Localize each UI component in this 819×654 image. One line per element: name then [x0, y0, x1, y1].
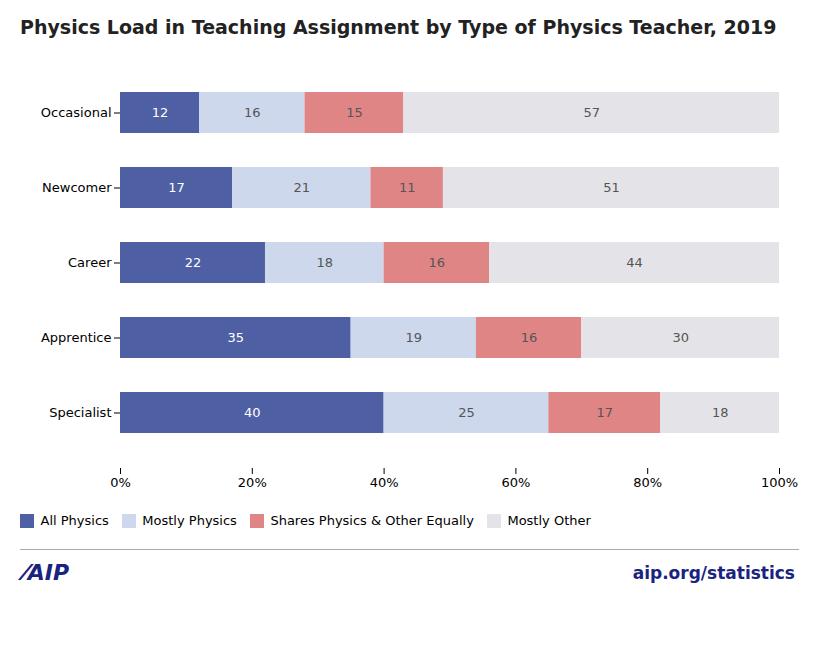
svg-text:16: 16	[244, 105, 261, 120]
html-text:⁄AIP: ⁄AIP	[24, 560, 69, 585]
svg-text:15: 15	[346, 105, 363, 120]
svg-text:22: 22	[185, 255, 202, 270]
html-text:Mostly Physics: Mostly Physics	[142, 513, 237, 528]
svg-text:17: 17	[597, 405, 614, 420]
svg-text:21: 21	[293, 180, 310, 195]
html-text:Shares Physics & Other Equally: Shares Physics & Other Equally	[270, 513, 474, 528]
svg-text:0%: 0%	[110, 475, 131, 490]
svg-text:19: 19	[405, 330, 422, 345]
html-text:aip.org/statistics: aip.org/statistics	[632, 562, 795, 583]
html-text:Physics Load in Teaching Assig: Physics Load in Teaching Assignment by T…	[20, 16, 777, 38]
svg-text:25: 25	[458, 405, 475, 420]
svg-text:Newcomer: Newcomer	[42, 180, 112, 195]
svg-text:Career: Career	[68, 255, 112, 270]
svg-text:12: 12	[152, 105, 169, 120]
svg-text:Occasional: Occasional	[41, 105, 112, 120]
html-text:Mostly Other: Mostly Other	[507, 513, 591, 528]
svg-text:17: 17	[168, 180, 185, 195]
svg-text:30: 30	[672, 330, 689, 345]
svg-text:80%: 80%	[633, 475, 662, 490]
svg-text:18: 18	[317, 255, 334, 270]
svg-text:11: 11	[399, 180, 416, 195]
svg-text:60%: 60%	[501, 475, 530, 490]
svg-text:51: 51	[603, 180, 620, 195]
svg-text:18: 18	[712, 405, 729, 420]
svg-text:35: 35	[228, 330, 245, 345]
svg-text:Specialist: Specialist	[49, 405, 111, 420]
svg-text:Apprentice: Apprentice	[41, 330, 112, 345]
svg-text:57: 57	[583, 105, 600, 120]
svg-text:40: 40	[244, 405, 261, 420]
svg-text:40%: 40%	[370, 475, 399, 490]
svg-text:44: 44	[626, 255, 643, 270]
html-text:All Physics: All Physics	[40, 513, 109, 528]
svg-text:100%: 100%	[761, 475, 798, 490]
svg-text:16: 16	[521, 330, 538, 345]
svg-text:16: 16	[429, 255, 446, 270]
svg-text:20%: 20%	[238, 475, 267, 490]
